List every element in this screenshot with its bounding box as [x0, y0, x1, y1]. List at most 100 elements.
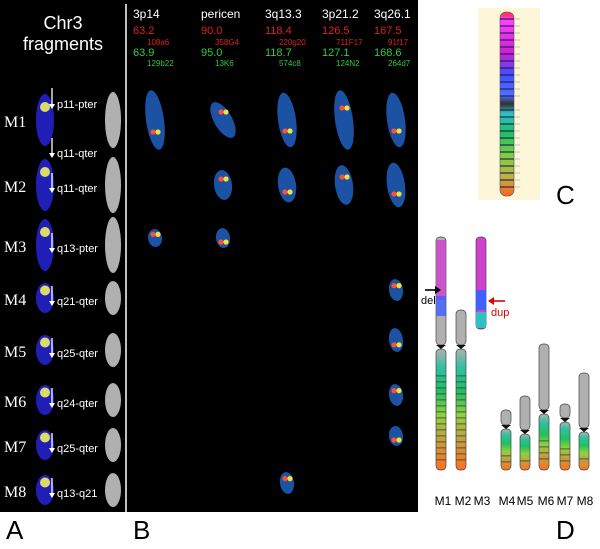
row-label: M7	[4, 439, 26, 456]
row-label: M4	[4, 292, 26, 309]
chromosome-label-m1: M1	[435, 494, 452, 508]
dup-arrow-icon	[488, 297, 494, 305]
panel-a-row-m7: M7 q25-qter	[4, 428, 121, 462]
chromosome-3-ideogram	[499, 11, 515, 197]
signal-spot	[40, 167, 50, 177]
dup-label: dup	[491, 307, 509, 319]
schematic-m2	[455, 309, 467, 471]
gray-chromosome	[105, 217, 121, 273]
fish-cell	[213, 170, 233, 200]
row-label: M1	[4, 114, 26, 131]
fragment-label: p11-pter	[57, 99, 97, 111]
fish-cell	[388, 328, 404, 352]
panel-b-fish-images	[145, 90, 406, 494]
signal-spot	[40, 227, 50, 237]
down-arrow-icon	[49, 301, 55, 306]
down-arrow-icon	[49, 353, 55, 358]
fish-cell	[334, 90, 354, 150]
fish-cell	[334, 165, 354, 205]
panel-a-rows: M1 p11-pter q11-qter M2 q11-qter M3 q13-pter M4…	[4, 88, 121, 507]
green-clone: 13K6	[215, 59, 234, 68]
red-clone: 220g20	[279, 38, 306, 47]
fish-cell	[386, 92, 406, 148]
row-label: M8	[4, 484, 26, 501]
red-position: 126.5	[322, 25, 350, 37]
signal-spot	[40, 337, 50, 348]
del-label: del	[421, 295, 436, 307]
panel-a-row-m8: M8 q13-q21	[4, 473, 121, 507]
green-clone: 124N2	[336, 59, 360, 68]
chromosome-label-m5: M5	[517, 494, 534, 508]
signal-spot	[40, 102, 50, 112]
down-arrow-icon	[49, 448, 55, 453]
panel-a-row-m2: M2 q11-qter	[4, 157, 121, 213]
chromosome-label-m6: M6	[538, 494, 555, 508]
signal-spot	[40, 285, 50, 296]
red-clone: 91f17	[388, 38, 409, 47]
panel-b-headers: 3p1463.2108a663.9129b22pericen90.0358G49…	[133, 7, 411, 68]
signal-spot	[40, 432, 50, 443]
schematic-m7	[559, 403, 571, 471]
row-label: M5	[4, 344, 26, 361]
chromosome-label-m2: M2	[455, 494, 472, 508]
fragment-label: q13-pter	[57, 243, 98, 255]
red-clone: 358G4	[215, 38, 240, 47]
panel-d-labels: M1 M2 M3 M4 M5 M6 M7 M8	[435, 494, 594, 508]
fragment-label: q11-qter	[57, 148, 97, 160]
blue-chromosome	[36, 94, 54, 146]
panel-a-row-m4: M4 q21-qter	[4, 281, 121, 315]
chromosome-label-m7: M7	[557, 494, 574, 508]
green-clone: 574c8	[279, 59, 301, 68]
fish-cell	[388, 426, 404, 446]
schematic-m6	[538, 343, 550, 471]
panel-a-title-line2: fragments	[23, 34, 103, 54]
chromosome-label-m4: M4	[499, 494, 516, 508]
green-position: 95.0	[201, 47, 222, 59]
schematic-m8	[578, 372, 590, 471]
band-label: 3p21.2	[322, 7, 359, 21]
red-clone: 108a6	[147, 38, 170, 47]
down-arrow-icon	[49, 248, 55, 253]
gray-chromosome	[105, 281, 121, 315]
band-label: 3p14	[133, 7, 160, 21]
blue-chromosome	[36, 159, 54, 211]
green-position: 168.6	[374, 47, 402, 59]
panel-a-title-line1: Chr3	[43, 13, 82, 33]
schematic-m1	[435, 236, 447, 471]
green-position: 63.9	[133, 47, 154, 59]
fish-cell	[386, 162, 406, 208]
dup-marker: dup	[488, 297, 509, 319]
fragment-label: q13-q21	[57, 488, 97, 500]
panel-d-derivative-chromosomes	[435, 236, 590, 471]
red-position: 90.0	[201, 25, 222, 37]
gray-chromosome	[105, 157, 121, 213]
del-marker: del	[421, 286, 441, 307]
signal-spot	[40, 477, 50, 488]
fish-cell	[279, 472, 295, 494]
panel-letter-a: A	[6, 515, 24, 545]
green-position: 118.7	[265, 47, 292, 59]
red-clone: 711F17	[336, 38, 363, 47]
gray-chromosome	[105, 333, 121, 367]
band-label: pericen	[201, 7, 240, 21]
microscopy-background	[0, 0, 418, 512]
fragment-label: q25-qter	[57, 348, 98, 360]
panel-letter-d: D	[556, 515, 575, 545]
fragment-label: q24-qter	[57, 398, 98, 410]
red-position: 118.4	[265, 25, 292, 37]
chromosome-label-m8: M8	[577, 494, 594, 508]
blue-chromosome	[36, 219, 54, 271]
red-position: 63.2	[133, 25, 154, 37]
gray-chromosome	[105, 473, 121, 507]
down-arrow-icon	[49, 493, 55, 498]
fish-cell	[277, 167, 297, 203]
fish-cell	[388, 279, 404, 301]
down-arrow-icon	[49, 153, 55, 158]
fish-cell	[210, 102, 236, 138]
panel-letter-b: B	[133, 515, 151, 545]
